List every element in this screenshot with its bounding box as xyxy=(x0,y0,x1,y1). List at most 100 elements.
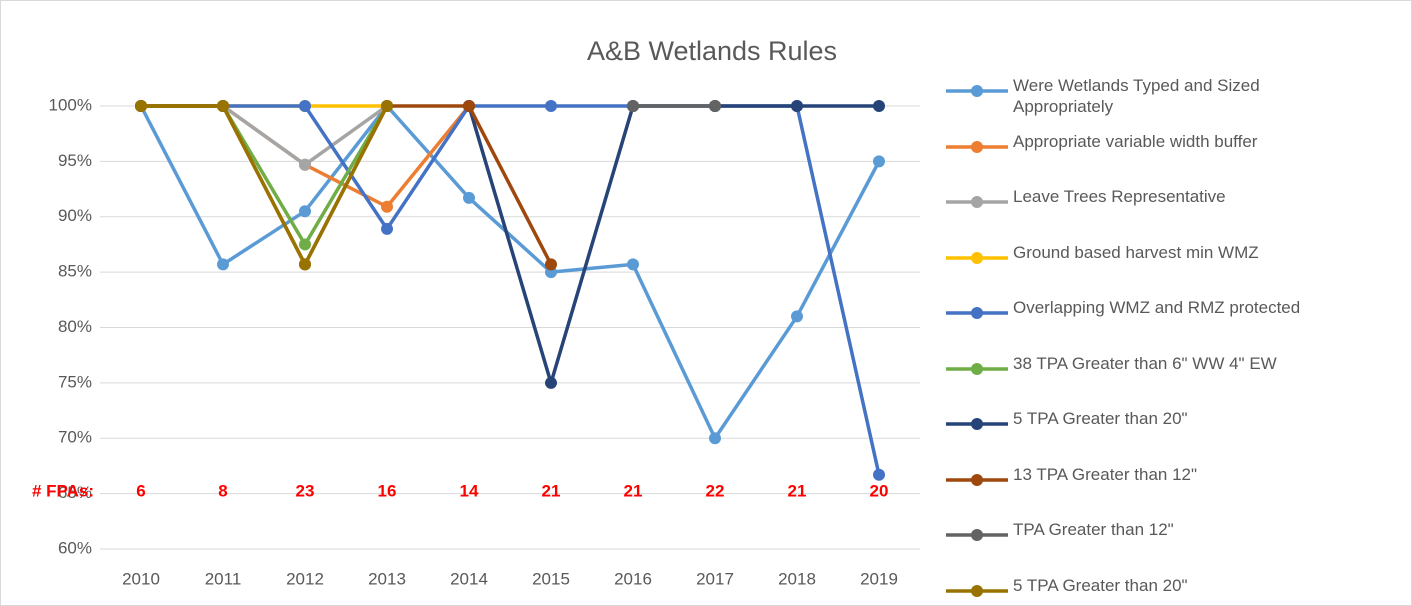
legend-label: Ground based harvest min WMZ xyxy=(1013,242,1259,262)
series-marker xyxy=(217,100,229,112)
annotation-label: # FPAs: xyxy=(32,481,94,500)
series-marker xyxy=(873,100,885,112)
series-line xyxy=(467,104,879,385)
x-tick-label: 2010 xyxy=(122,569,160,588)
legend-item: Overlapping WMZ and RMZ protected xyxy=(946,298,1406,347)
legend-marker xyxy=(971,307,983,319)
legend-marker xyxy=(971,584,983,597)
legend-swatch xyxy=(946,196,1008,208)
legend-marker xyxy=(971,85,983,97)
series-marker xyxy=(381,200,393,213)
x-tick-label: 2018 xyxy=(778,569,816,588)
legend-label: 5 TPA Greater than 20" xyxy=(1013,575,1188,595)
annotation-value: 21 xyxy=(788,481,807,500)
legend-item: TPA Greater than 12" xyxy=(946,520,1406,569)
series-marker xyxy=(381,222,393,235)
legend-label: 5 TPA Greater than 20" xyxy=(1013,409,1188,428)
x-tick-label: 2019 xyxy=(860,569,898,588)
series-line xyxy=(139,104,881,440)
x-tick-label: 2017 xyxy=(696,569,734,588)
series-marker xyxy=(299,238,311,251)
legend-swatch xyxy=(946,418,1008,430)
series-marker xyxy=(791,310,803,323)
legend-swatch xyxy=(946,584,1008,597)
series-line xyxy=(141,104,389,267)
legend-label: 38 TPA Greater than 6" WW 4" EW xyxy=(1013,353,1277,373)
y-tick-label: 85% xyxy=(58,262,92,281)
series-marker xyxy=(463,191,475,204)
y-tick-label: 100% xyxy=(49,95,92,114)
series-marker xyxy=(709,432,721,445)
legend-item: Leave Trees Representative xyxy=(946,187,1406,236)
legend-marker xyxy=(971,362,983,375)
x-tick-label: 2011 xyxy=(205,569,242,588)
series-marker xyxy=(299,100,311,112)
series-marker xyxy=(873,155,885,168)
series-marker xyxy=(135,100,147,112)
legend-label: Appropriate variable width buffer xyxy=(1013,131,1258,151)
series-marker xyxy=(545,376,557,389)
legend-label: Were Wetlands Typed and Sized Appropriat… xyxy=(1013,76,1260,116)
x-tick-label: 2013 xyxy=(368,569,406,588)
series-marker xyxy=(791,100,803,112)
legend-item: 38 TPA Greater than 6" WW 4" EW xyxy=(946,354,1406,403)
legend-item: 5 TPA Greater than 20" xyxy=(946,576,1406,606)
series-marker xyxy=(627,258,639,271)
series-marker xyxy=(709,100,721,112)
legend-item: 5 TPA Greater than 20" xyxy=(946,409,1406,458)
series-marker xyxy=(463,100,475,112)
legend-item: Appropriate variable width buffer xyxy=(946,132,1406,181)
legend-swatch xyxy=(946,140,1008,153)
annotation-value: 22 xyxy=(706,481,725,500)
legend-marker xyxy=(971,473,983,486)
legend-item: Ground based harvest min WMZ xyxy=(946,243,1406,292)
series-marker xyxy=(873,468,885,481)
annotation-value: 21 xyxy=(624,481,643,500)
y-tick-label: 75% xyxy=(58,372,92,391)
series-marker xyxy=(381,100,393,112)
legend-marker xyxy=(971,251,983,264)
series-marker xyxy=(299,158,311,171)
legend-marker xyxy=(971,529,983,541)
legend-marker xyxy=(971,140,983,153)
y-tick-label: 95% xyxy=(58,151,92,170)
annotation-value: 16 xyxy=(378,481,397,500)
legend-label: Leave Trees Representative xyxy=(1013,187,1226,206)
y-tick-label: 70% xyxy=(58,428,92,447)
legend-marker xyxy=(971,418,983,430)
legend-marker xyxy=(971,196,983,208)
legend-swatch xyxy=(946,362,1008,375)
y-tick-label: 80% xyxy=(58,317,92,336)
y-tick-label: 90% xyxy=(58,206,92,225)
annotation-value: 6 xyxy=(136,481,145,500)
annotation-value: 14 xyxy=(460,481,479,500)
series-marker xyxy=(545,100,557,112)
chart-title: A&B Wetlands Rules xyxy=(587,36,837,66)
series-marker xyxy=(545,258,557,271)
legend-swatch xyxy=(946,251,1008,264)
series-line xyxy=(141,104,471,209)
series-marker xyxy=(299,205,311,218)
series-marker xyxy=(627,100,639,112)
annotation-value: 20 xyxy=(870,481,889,500)
x-tick-label: 2014 xyxy=(450,569,488,588)
annotation-value: 21 xyxy=(542,481,561,500)
annotation-value: 23 xyxy=(296,481,315,500)
x-tick-label: 2015 xyxy=(532,569,570,588)
legend-label: 13 TPA Greater than 12" xyxy=(1013,464,1198,484)
x-tick-label: 2012 xyxy=(286,569,324,588)
legend-swatch xyxy=(946,529,1008,541)
legend-item: Were Wetlands Typed and Sized Appropriat… xyxy=(946,76,1406,125)
annotation-value: 8 xyxy=(218,481,227,500)
y-tick-label: 65% xyxy=(58,483,92,502)
legend-swatch xyxy=(946,307,1008,319)
x-tick-label: 2016 xyxy=(614,569,652,588)
legend-label: TPA Greater than 12" xyxy=(1013,520,1174,539)
series-marker xyxy=(299,258,311,271)
legend-swatch xyxy=(946,85,1008,97)
legend-item: 13 TPA Greater than 12" xyxy=(946,465,1406,514)
legend-label: Overlapping WMZ and RMZ protected xyxy=(1013,298,1301,317)
y-tick-label: 60% xyxy=(58,538,92,557)
